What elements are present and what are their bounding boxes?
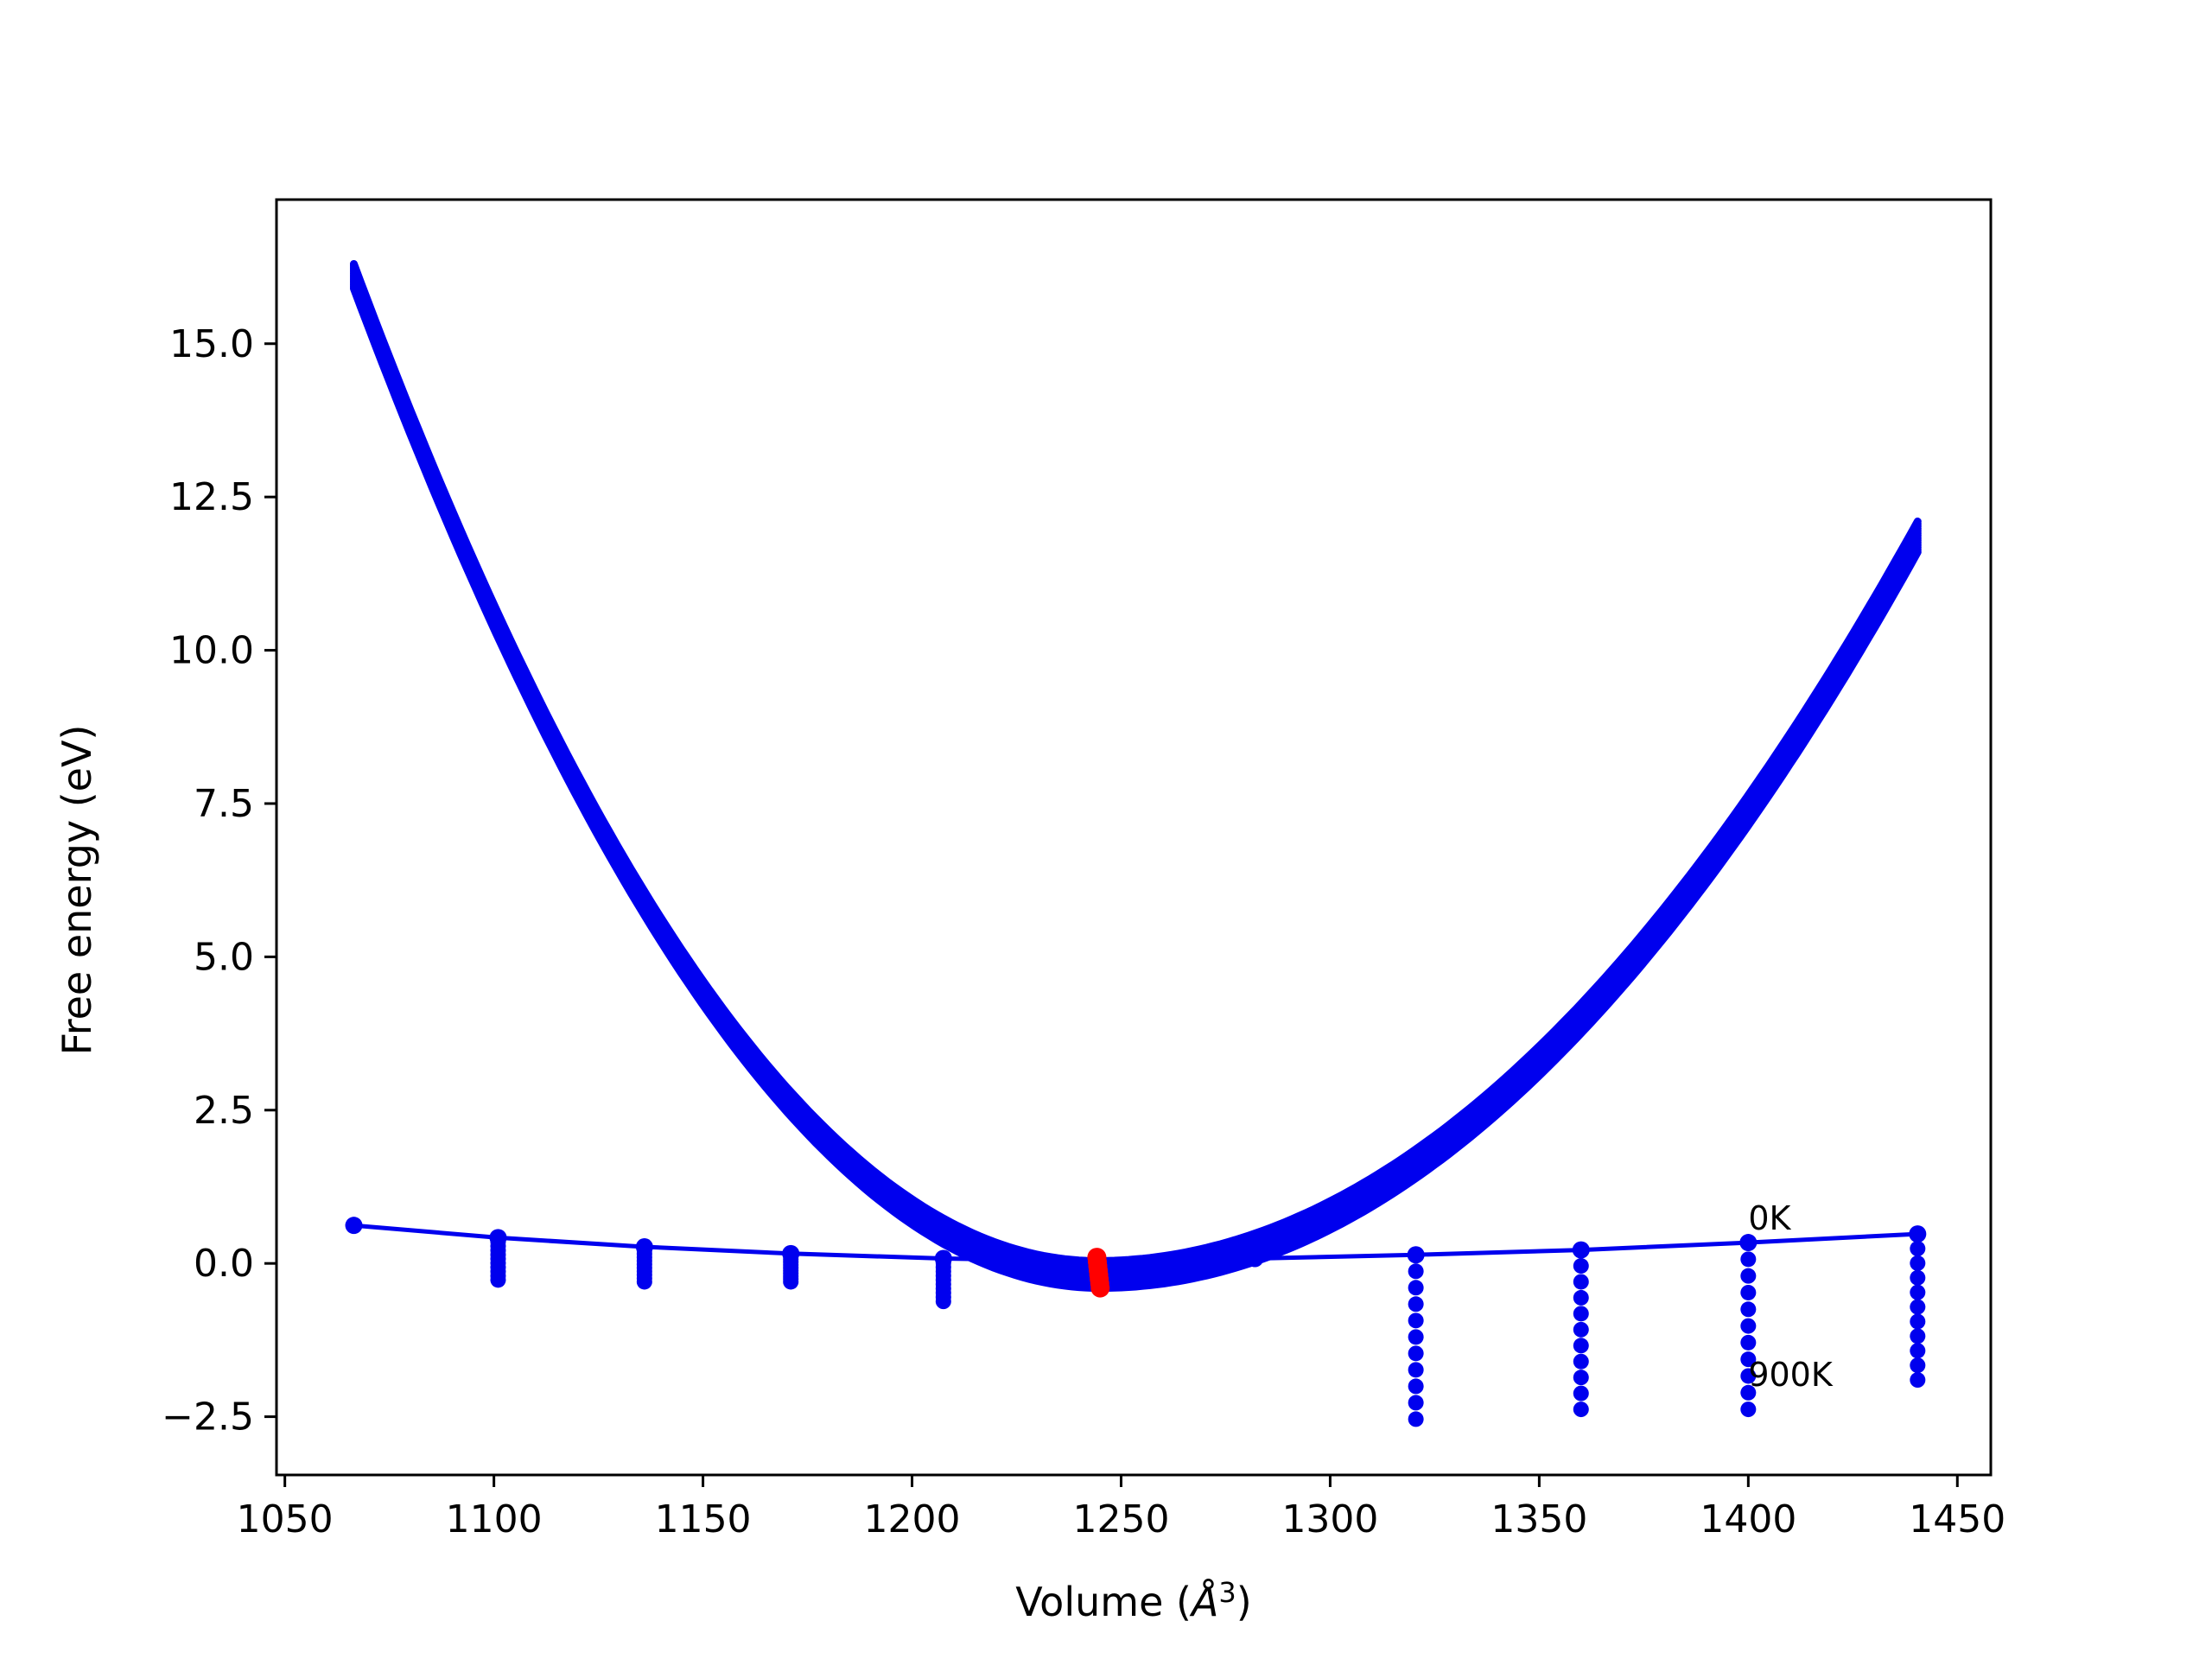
y-tick-label: 0.0 <box>194 1242 254 1286</box>
data-point-0k <box>1572 1241 1590 1259</box>
minima-group <box>1087 1248 1110 1298</box>
annotations-group: 0K 900K <box>1748 1199 1834 1394</box>
data-point <box>1740 1368 1757 1384</box>
fit-curve <box>350 273 1922 1280</box>
data-point <box>935 1294 951 1310</box>
data-point <box>1910 1299 1926 1315</box>
data-point <box>1408 1263 1424 1280</box>
y-tick-label: 10.0 <box>169 629 254 673</box>
fit-curve <box>350 269 1922 1275</box>
fit-curve <box>350 265 1922 1271</box>
data-point <box>1910 1269 1926 1286</box>
x-tick-label: 1400 <box>1700 1497 1796 1541</box>
fit-curve <box>350 275 1922 1282</box>
fit-curve <box>350 271 1922 1278</box>
data-point-0k <box>1246 1249 1264 1268</box>
x-tick-label: 1150 <box>655 1497 752 1541</box>
data-point-0k <box>1407 1246 1425 1264</box>
data-point <box>1408 1280 1424 1296</box>
fit-curve <box>350 260 1922 1265</box>
data-point <box>1740 1301 1757 1318</box>
data-point <box>1408 1362 1424 1378</box>
y-tick-label: −2.5 <box>162 1395 254 1440</box>
y-tick-label: 12.5 <box>169 475 254 519</box>
y-tick-label: 7.5 <box>194 782 254 826</box>
y-tick-label: 2.5 <box>194 1089 254 1133</box>
data-point <box>1740 1284 1757 1300</box>
y-axis-ticks: −2.5 0.0 2.5 5.0 7.5 10.0 12.5 15.0 <box>162 322 276 1440</box>
data-point <box>1910 1343 1926 1359</box>
data-point <box>1910 1372 1926 1389</box>
x-tick-label: 1200 <box>864 1497 961 1541</box>
data-point <box>1910 1357 1926 1374</box>
data-point <box>1408 1345 1424 1362</box>
x-tick-label: 1100 <box>446 1497 543 1541</box>
temperature-annotation: 0K <box>1748 1199 1791 1237</box>
fit-curve <box>350 281 1922 1288</box>
x-axis-ticks: 1050 1100 1150 1200 1250 1300 1350 1400 1450 <box>237 1475 2005 1541</box>
data-point <box>1408 1411 1424 1427</box>
data-point <box>1740 1318 1757 1334</box>
data-point <box>1910 1328 1926 1344</box>
minimum-point <box>1090 1278 1110 1298</box>
data-point <box>1740 1334 1757 1351</box>
x-tick-label: 1300 <box>1281 1497 1378 1541</box>
data-point <box>490 1272 506 1288</box>
data-point-0k <box>345 1217 363 1235</box>
x-tick-label: 1450 <box>1909 1497 2005 1541</box>
fit-curve <box>350 262 1922 1268</box>
x-tick-label: 1050 <box>237 1497 334 1541</box>
data-point <box>1910 1255 1926 1271</box>
fit-curve <box>350 264 1922 1269</box>
data-point <box>1573 1306 1589 1322</box>
data-point <box>636 1274 652 1290</box>
fit-curve <box>350 278 1922 1286</box>
data-point <box>1740 1402 1757 1418</box>
data-point <box>1573 1338 1589 1354</box>
data-point <box>783 1274 799 1290</box>
y-tick-label: 15.0 <box>169 322 254 366</box>
fit-curve <box>350 267 1922 1274</box>
x-axis-title: Volume (Å3) <box>1015 1576 1251 1625</box>
data-point <box>1573 1274 1589 1290</box>
data-point <box>1573 1321 1589 1338</box>
y-tick-label: 5.0 <box>194 935 254 979</box>
data-point-0k <box>1909 1225 1927 1243</box>
data-point <box>1740 1251 1757 1268</box>
data-point <box>1573 1370 1589 1386</box>
data-point <box>1408 1313 1424 1329</box>
data-point <box>1408 1378 1424 1395</box>
data-point <box>1910 1241 1926 1257</box>
data-points-group <box>345 1217 1927 1427</box>
y-axis-title: Free energy (eV) <box>54 725 100 1056</box>
data-point <box>1573 1258 1589 1274</box>
fit-curve <box>350 276 1922 1284</box>
temperature-annotation: 900K <box>1748 1356 1834 1394</box>
data-point <box>1573 1402 1589 1418</box>
data-point <box>1740 1384 1757 1401</box>
data-point <box>1573 1385 1589 1402</box>
data-point <box>1573 1289 1589 1306</box>
data-point <box>1740 1268 1757 1284</box>
data-point <box>1408 1395 1424 1411</box>
data-point <box>1573 1353 1589 1370</box>
data-point <box>1910 1313 1926 1330</box>
data-point <box>1910 1284 1926 1300</box>
x-tick-label: 1350 <box>1491 1497 1587 1541</box>
plot-frame <box>275 198 1993 1477</box>
data-point <box>1740 1351 1757 1368</box>
data-point <box>1408 1329 1424 1345</box>
x-tick-label: 1250 <box>1072 1497 1169 1541</box>
fit-curve <box>350 284 1922 1293</box>
data-point-0k <box>1739 1234 1758 1252</box>
data-point <box>1408 1296 1424 1313</box>
fit-curves-group <box>350 260 1922 1293</box>
